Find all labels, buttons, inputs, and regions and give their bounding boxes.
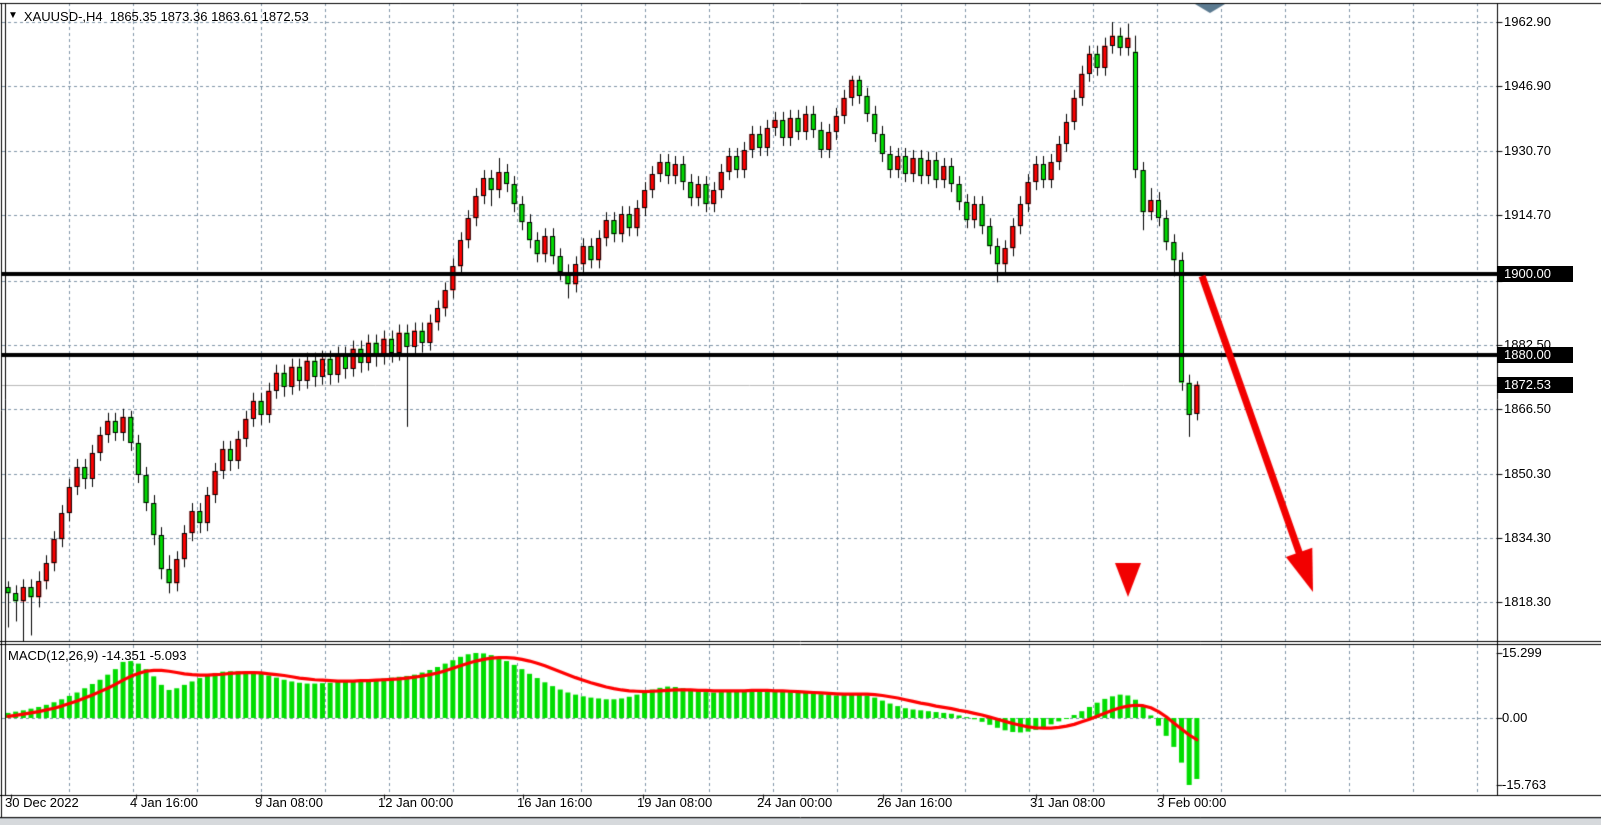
chevron-down-icon[interactable]: ▼ (8, 10, 18, 21)
symbol-title: ▼ XAUUSD-,H4 1865.35 1873.36 1863.61 187… (8, 8, 309, 24)
macd-axis-label: 15.299 (1502, 645, 1542, 660)
time-axis-label: 24 Jan 00:00 (757, 795, 833, 810)
price-axis-label: 1818.30 (1504, 594, 1551, 610)
symbol-ohlc-title: XAUUSD-,H4 1865.35 1873.36 1863.61 1872.… (23, 8, 309, 24)
price-axis-label: 1914.70 (1504, 207, 1551, 223)
bottom-strip (0, 818, 1601, 825)
price-axis-label: 1930.70 (1504, 143, 1551, 159)
time-axis-label: 26 Jan 16:00 (877, 795, 953, 810)
price-axis-label: 1834.30 (1504, 529, 1551, 545)
price-axis-label: 1946.90 (1504, 78, 1551, 94)
time-axis-label: 16 Jan 16:00 (517, 795, 593, 810)
time-axis-label: 12 Jan 00:00 (378, 795, 454, 810)
macd-axis-label: -15.763 (1502, 776, 1547, 792)
current-price-tag: 1872.53 (1497, 376, 1573, 393)
macd-indicator-label: MACD(12,26,9) -14.351 -5.093 (8, 648, 187, 663)
time-axis-label: 30 Dec 2022 (5, 795, 79, 810)
time-axis-label: 4 Jan 16:00 (130, 795, 198, 810)
macd-axis-label: 0.00 (1502, 710, 1528, 725)
price-axis-label: 1962.90 (1504, 14, 1551, 29)
level-price-tag: 1900.00 (1497, 266, 1573, 283)
time-axis-label: 9 Jan 08:00 (255, 795, 323, 810)
price-axis-label: 1866.50 (1504, 400, 1551, 416)
price-axis-label: 1850.30 (1504, 465, 1551, 481)
time-axis-label: 19 Jan 08:00 (637, 795, 713, 810)
time-axis-label: 31 Jan 08:00 (1030, 795, 1106, 810)
level-price-tag: 1880.00 (1497, 346, 1573, 363)
time-axis-label: 3 Feb 00:00 (1157, 795, 1227, 810)
